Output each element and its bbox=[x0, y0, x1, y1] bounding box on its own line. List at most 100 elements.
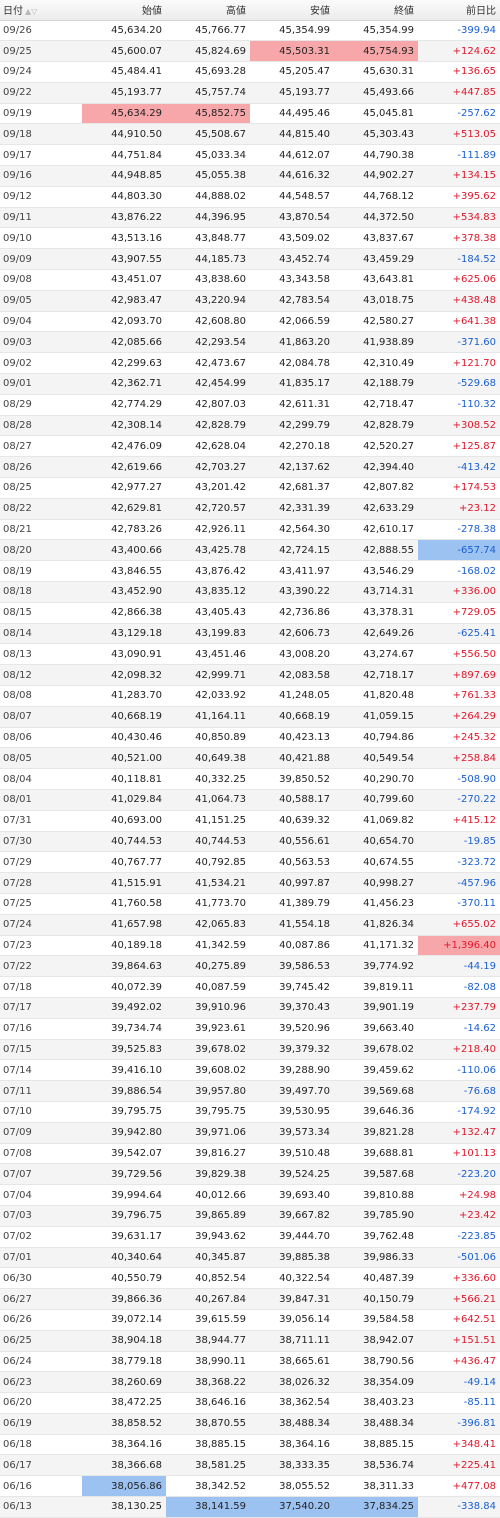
date-cell: 08/07 bbox=[0, 706, 82, 728]
change-cell: +761.33 bbox=[418, 685, 500, 707]
high-cell: 41,342.59 bbox=[166, 935, 250, 957]
change-cell: -399.94 bbox=[418, 20, 500, 42]
open-cell: 43,907.55 bbox=[82, 248, 166, 271]
change-cell: -657.74 bbox=[418, 539, 500, 562]
close-cell: 43,459.29 bbox=[334, 248, 418, 271]
low-cell: 44,495.46 bbox=[250, 103, 334, 125]
high-cell: 39,608.02 bbox=[166, 1059, 250, 1082]
low-cell: 40,556.61 bbox=[250, 831, 334, 853]
close-cell: 42,718.47 bbox=[334, 394, 418, 416]
close-cell: 45,493.66 bbox=[334, 82, 418, 104]
table-row: 06/18 38,364.16 38,885.15 38,364.16 38,885.1… bbox=[0, 1434, 500, 1456]
low-cell: 37,540.20 bbox=[250, 1496, 334, 1518]
open-cell: 39,866.36 bbox=[82, 1288, 166, 1310]
date-cell: 07/03 bbox=[0, 1205, 82, 1227]
change-cell: +513.05 bbox=[418, 123, 500, 146]
open-cell: 39,994.64 bbox=[82, 1184, 166, 1206]
high-cell: 42,720.57 bbox=[166, 498, 250, 520]
change-cell: +336.60 bbox=[418, 1267, 500, 1290]
change-cell: -625.41 bbox=[418, 623, 500, 645]
low-cell: 39,510.48 bbox=[250, 1143, 334, 1165]
low-cell: 38,488.34 bbox=[250, 1413, 334, 1435]
date-cell: 07/01 bbox=[0, 1247, 82, 1269]
close-cell: 40,674.55 bbox=[334, 851, 418, 874]
low-cell: 42,564.30 bbox=[250, 519, 334, 541]
low-cell: 45,193.77 bbox=[250, 82, 334, 104]
sort-icon[interactable]: ▲▽ bbox=[25, 7, 38, 17]
open-cell: 38,364.16 bbox=[82, 1434, 166, 1456]
table-row: 09/11 43,876.22 44,396.95 43,870.54 44,372.5… bbox=[0, 207, 500, 229]
high-cell: 43,199.83 bbox=[166, 623, 250, 645]
high-cell: 38,368.22 bbox=[166, 1371, 250, 1394]
table-row: 09/04 42,093.70 42,608.80 42,066.59 42,580.2… bbox=[0, 311, 500, 333]
high-cell: 38,342.52 bbox=[166, 1475, 250, 1498]
change-cell: -19.85 bbox=[418, 831, 500, 853]
low-cell: 41,863.20 bbox=[250, 331, 334, 354]
change-cell: +897.69 bbox=[418, 664, 500, 686]
date-cell: 07/23 bbox=[0, 935, 82, 957]
close-cell: 40,998.27 bbox=[334, 872, 418, 894]
close-cell: 44,902.27 bbox=[334, 165, 418, 187]
open-cell: 43,129.18 bbox=[82, 623, 166, 645]
close-cell: 38,311.33 bbox=[334, 1475, 418, 1498]
open-cell: 41,029.84 bbox=[82, 789, 166, 811]
low-cell: 45,354.99 bbox=[250, 20, 334, 42]
date-cell: 06/13 bbox=[0, 1496, 82, 1518]
low-cell: 42,681.37 bbox=[250, 477, 334, 499]
close-cell: 39,584.58 bbox=[334, 1309, 418, 1331]
high-cell: 38,646.16 bbox=[166, 1392, 250, 1414]
high-cell: 40,267.84 bbox=[166, 1288, 250, 1310]
change-cell: +438.48 bbox=[418, 290, 500, 312]
date-cell: 09/17 bbox=[0, 144, 82, 167]
low-cell: 40,997.87 bbox=[250, 872, 334, 894]
low-cell: 40,087.86 bbox=[250, 935, 334, 957]
date-column-header[interactable]: 日付 ▲▽ bbox=[0, 0, 82, 21]
change-cell: +395.62 bbox=[418, 186, 500, 208]
date-cell: 06/27 bbox=[0, 1288, 82, 1310]
table-row: 07/29 40,767.77 40,792.85 40,563.53 40,674.5… bbox=[0, 851, 500, 874]
close-cell: 38,885.15 bbox=[334, 1434, 418, 1456]
change-cell: +477.08 bbox=[418, 1475, 500, 1498]
table-row: 09/01 42,362.71 42,454.99 41,835.17 42,188.7… bbox=[0, 373, 500, 395]
change-cell: -223.20 bbox=[418, 1163, 500, 1186]
low-cell: 42,270.18 bbox=[250, 435, 334, 458]
change-cell: +566.21 bbox=[418, 1288, 500, 1310]
low-cell: 39,444.70 bbox=[250, 1226, 334, 1248]
change-cell: +729.05 bbox=[418, 602, 500, 624]
high-cell: 39,910.96 bbox=[166, 997, 250, 1019]
high-cell: 41,064.73 bbox=[166, 789, 250, 811]
close-cell: 43,546.29 bbox=[334, 560, 418, 583]
low-cell: 38,026.32 bbox=[250, 1371, 334, 1394]
close-cell: 42,310.49 bbox=[334, 352, 418, 375]
close-cell: 41,820.48 bbox=[334, 685, 418, 707]
close-cell: 39,774.92 bbox=[334, 955, 418, 978]
high-cell: 42,703.27 bbox=[166, 456, 250, 479]
low-cell: 43,411.97 bbox=[250, 560, 334, 583]
close-cell: 44,768.12 bbox=[334, 186, 418, 208]
open-cell: 42,098.32 bbox=[82, 664, 166, 686]
table-row: 09/22 45,193.77 45,757.74 45,193.77 45,493.6… bbox=[0, 82, 500, 104]
open-cell: 43,451.07 bbox=[82, 269, 166, 291]
change-cell: -110.06 bbox=[418, 1059, 500, 1082]
table-row: 08/29 42,774.29 42,807.03 42,611.31 42,718.4… bbox=[0, 394, 500, 416]
low-cell: 38,364.16 bbox=[250, 1434, 334, 1456]
table-row: 08/15 42,866.38 43,405.43 42,736.86 43,378.3… bbox=[0, 602, 500, 624]
change-cell: -529.68 bbox=[418, 373, 500, 395]
table-row: 07/30 40,744.53 40,744.53 40,556.61 40,654.7… bbox=[0, 831, 500, 853]
low-cell: 42,724.15 bbox=[250, 539, 334, 562]
low-cell: 39,745.42 bbox=[250, 976, 334, 998]
open-cell: 41,283.70 bbox=[82, 685, 166, 707]
date-cell: 09/19 bbox=[0, 103, 82, 125]
table-row: 08/01 41,029.84 41,064.73 40,588.17 40,799.6… bbox=[0, 789, 500, 811]
change-cell: +124.62 bbox=[418, 40, 500, 63]
table-row: 07/11 39,886.54 39,957.80 39,497.70 39,569.6… bbox=[0, 1080, 500, 1102]
close-cell: 45,754.93 bbox=[334, 40, 418, 63]
high-cell: 42,454.99 bbox=[166, 373, 250, 395]
close-cell: 39,569.68 bbox=[334, 1080, 418, 1102]
change-cell: +174.53 bbox=[418, 477, 500, 499]
date-cell: 07/30 bbox=[0, 831, 82, 853]
low-cell: 39,850.52 bbox=[250, 768, 334, 790]
date-cell: 07/28 bbox=[0, 872, 82, 894]
table-row: 07/22 39,864.63 40,275.89 39,586.53 39,774.9… bbox=[0, 955, 500, 978]
open-cell: 40,693.00 bbox=[82, 810, 166, 832]
